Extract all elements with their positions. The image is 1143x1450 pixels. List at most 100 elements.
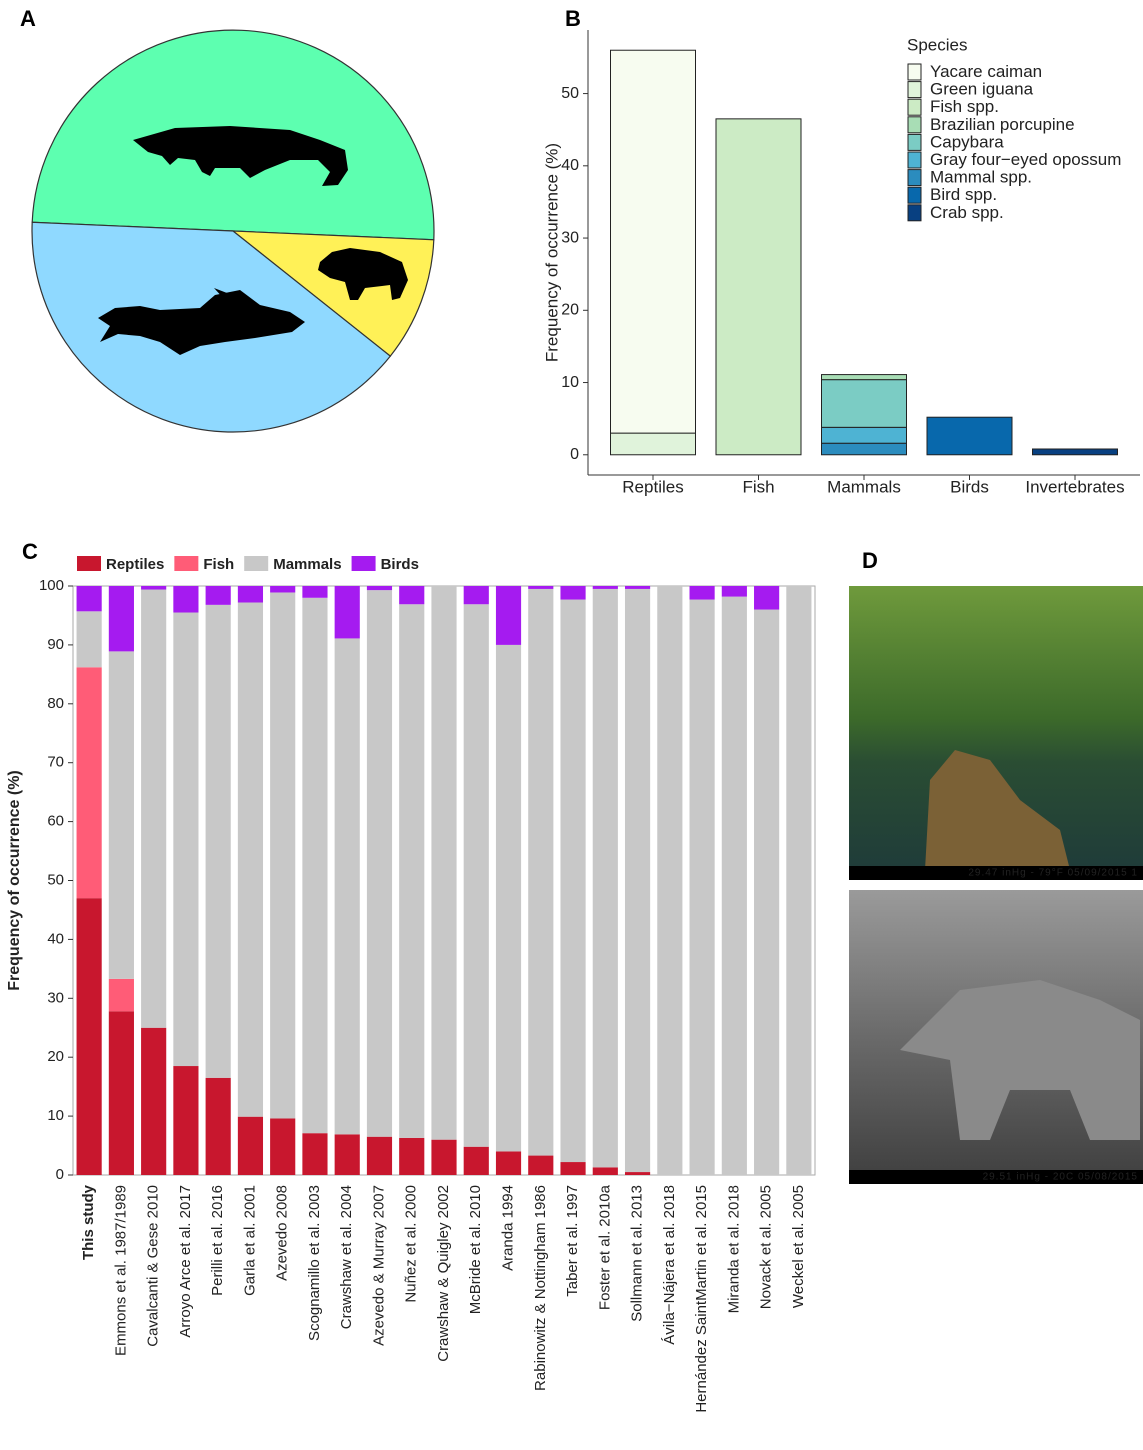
- bar-segment: [593, 586, 618, 589]
- panel-label: A: [20, 6, 36, 31]
- bar-segment: [302, 586, 327, 598]
- x-tick-label: Azevedo & Murray 2007: [370, 1185, 387, 1346]
- legend-label: Crab spp.: [930, 203, 1004, 222]
- bar-segment: [238, 602, 263, 1116]
- legend-label: Reptiles: [106, 556, 164, 573]
- bar-segment: [335, 586, 360, 638]
- bar-segment: [464, 586, 489, 604]
- bar-segment: [754, 586, 779, 610]
- x-tick-label: Ávila−Nájera et al. 2018: [661, 1185, 678, 1345]
- pie-panel: [32, 30, 434, 432]
- bar-segment: [496, 645, 521, 1152]
- legend-label: Green iguana: [930, 80, 1034, 99]
- bar-segment: [528, 589, 553, 1156]
- bar-segment: [77, 667, 102, 898]
- legend-key: [908, 82, 921, 98]
- legend-label: Mammals: [273, 556, 341, 573]
- y-tick-label: 10: [47, 1107, 64, 1124]
- x-tick-label: Scognamillo et al. 2003: [306, 1185, 323, 1341]
- bar-segment: [496, 586, 521, 645]
- x-tick-label: Mammals: [827, 477, 901, 496]
- y-tick-label: 50: [561, 85, 579, 102]
- bar-segment: [109, 586, 134, 651]
- x-tick-label: Taber et al. 1997: [564, 1185, 581, 1297]
- bar-segment: [528, 586, 553, 589]
- y-tick-label: 40: [47, 930, 64, 947]
- x-tick-label: Azevedo 2008: [274, 1185, 291, 1281]
- photo-caption: 29.47 inHg - 79°F 05/09/2015 1: [968, 868, 1138, 879]
- bar-segment: [431, 586, 456, 1140]
- bar-segment: [464, 1147, 489, 1175]
- bar-segment: [464, 604, 489, 1146]
- bar-segment: [270, 586, 295, 592]
- bar-segment: [206, 605, 231, 1078]
- bar-segment: [822, 375, 907, 380]
- x-tick-label: Nuñez et al. 2000: [403, 1185, 420, 1303]
- legend-label: Brazilian porcupine: [930, 115, 1075, 134]
- x-tick-label: Weckel et al. 2005: [790, 1185, 807, 1308]
- x-tick-label: Emmons et al. 1987/1989: [112, 1185, 129, 1356]
- legend-label: Birds: [381, 556, 419, 573]
- y-tick-label: 20: [561, 302, 579, 319]
- bar-segment: [754, 610, 779, 1175]
- bar-segment: [560, 1162, 585, 1175]
- x-tick-label: Rabinowitz & Nottingham 1986: [532, 1185, 549, 1391]
- x-tick-label: Crawshaw et al. 2004: [338, 1185, 355, 1329]
- x-tick-label: Sollmann et al. 2013: [629, 1185, 646, 1322]
- panel-d: 29.47 inHg - 79°F 05/09/2015 1 29.51 inHg…: [849, 586, 1143, 1184]
- photo-caption: 29.51 inHg - 20C 05/08/2015: [983, 1172, 1138, 1183]
- x-tick-label: Perilli et al. 2016: [209, 1185, 226, 1296]
- x-tick-label: Hernández SaintMartin et al. 2015: [693, 1185, 710, 1413]
- x-tick-label: Invertebrates: [1025, 477, 1124, 496]
- bar-segment: [141, 1028, 166, 1175]
- y-tick-label: 0: [56, 1166, 64, 1183]
- legend-label: Mammal spp.: [930, 168, 1032, 187]
- x-tick-label: Aranda 1994: [499, 1185, 516, 1271]
- y-tick-label: 70: [47, 754, 64, 771]
- x-tick-label: Fish: [742, 477, 774, 496]
- bar-segment: [611, 433, 696, 455]
- y-tick-label: 90: [47, 636, 64, 653]
- legend-label: Capybara: [930, 132, 1004, 151]
- bar-segment: [109, 1011, 134, 1175]
- bar-segment: [302, 598, 327, 1133]
- y-tick-label: 30: [47, 989, 64, 1006]
- x-tick-label: Foster et al. 2010a: [596, 1184, 613, 1310]
- bar-segment: [625, 589, 650, 1172]
- bar-segment: [302, 1133, 327, 1175]
- y-tick-label: 80: [47, 695, 64, 712]
- bar-segment: [77, 898, 102, 1175]
- bar-segment: [335, 1134, 360, 1175]
- bar-segment: [528, 1156, 553, 1175]
- bar-segment: [593, 1167, 618, 1175]
- bar-segment: [109, 651, 134, 978]
- x-tick-label: Novack et al. 2005: [758, 1185, 775, 1309]
- bar-segment: [927, 417, 1012, 455]
- bar-segment: [367, 590, 392, 1137]
- bar-segment: [690, 586, 715, 600]
- bar-segment: [560, 600, 585, 1162]
- bar-segment: [367, 1137, 392, 1175]
- bar-segment: [690, 600, 715, 1175]
- legend-title: Species: [907, 35, 967, 54]
- legend-key: [908, 170, 921, 186]
- legend-key: [908, 64, 921, 80]
- bar-segment: [560, 586, 585, 600]
- bar-segment: [173, 613, 198, 1067]
- bar-segment: [141, 590, 166, 1028]
- legend-key: [908, 152, 921, 168]
- legend-key: [174, 556, 198, 571]
- bar-segment: [206, 1078, 231, 1175]
- bar-segment: [270, 592, 295, 1118]
- bar-segment: [399, 604, 424, 1138]
- bar-segment: [1033, 449, 1118, 455]
- x-tick-label: Garla et al. 2001: [241, 1185, 258, 1296]
- legend-label: Fish spp.: [930, 97, 999, 116]
- legend-key: [908, 205, 921, 221]
- y-tick-label: 20: [47, 1048, 64, 1065]
- legend-key: [908, 187, 921, 203]
- bar-segment: [399, 586, 424, 604]
- bar-segment: [399, 1138, 424, 1175]
- legend-key: [908, 117, 921, 133]
